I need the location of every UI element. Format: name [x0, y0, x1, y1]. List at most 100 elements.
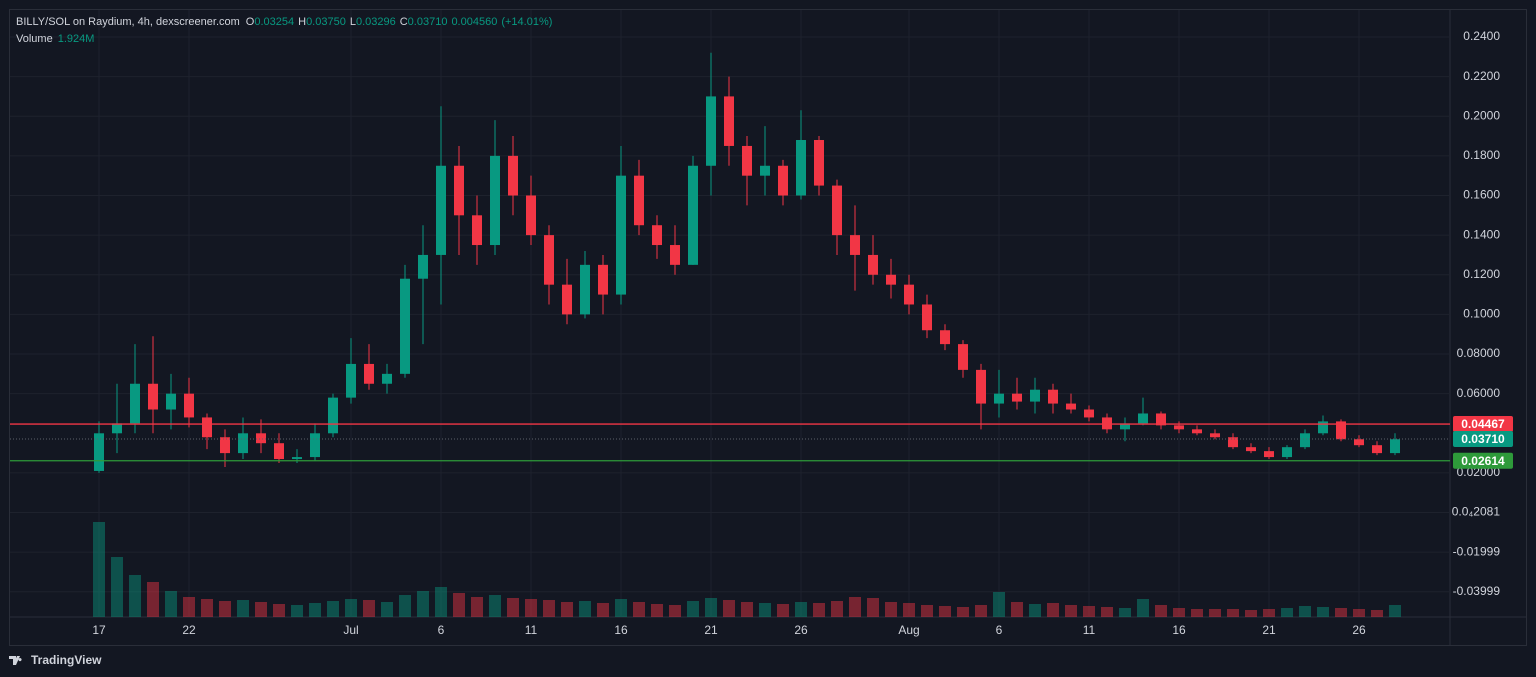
volume-bar: [435, 587, 447, 617]
volume-bar: [1065, 605, 1077, 617]
candle-body: [454, 165, 464, 216]
ohlc-label: C: [400, 16, 408, 28]
volume-bar: [723, 600, 735, 617]
volume-bar: [669, 605, 681, 617]
volume-bar: [993, 592, 1005, 617]
candle-body: [580, 264, 590, 315]
brand: TradingView: [31, 653, 102, 667]
candle-body: [1066, 403, 1076, 410]
volume-bar: [687, 601, 699, 617]
y-tick-label: -0.03999: [1453, 584, 1501, 598]
candle-body: [634, 175, 644, 226]
candle-body: [292, 457, 302, 460]
volume-bar: [651, 604, 663, 617]
volume-bar: [507, 598, 519, 617]
volume-bar: [399, 595, 411, 617]
x-tick-label: 16: [614, 623, 628, 637]
candle-body: [94, 433, 104, 471]
candle-body: [958, 344, 968, 370]
candle-body: [274, 443, 284, 460]
candle-body: [724, 96, 734, 146]
volume-bar: [1173, 608, 1185, 617]
volume-bar: [705, 598, 717, 617]
ohlc-label: O: [246, 16, 255, 28]
candle-body: [238, 433, 248, 454]
ohlc-value: 0.03710: [408, 16, 448, 28]
y-tick-label: 0.1200: [1463, 267, 1500, 281]
candle-body: [1210, 433, 1220, 438]
volume-bar: [489, 595, 501, 617]
volume-bar: [633, 602, 645, 617]
candle-body: [850, 235, 860, 255]
candle-body: [706, 96, 716, 166]
ohlc-value: 0.03296: [356, 16, 396, 28]
volume-bar: [615, 599, 627, 617]
candle-body: [1048, 389, 1058, 404]
candle-body: [814, 140, 824, 186]
volume-bar: [579, 601, 591, 617]
y-tick-label: 0.2400: [1463, 29, 1500, 43]
volume-bar: [1335, 608, 1347, 617]
candle-body: [256, 433, 266, 444]
candle-body: [1300, 433, 1310, 448]
y-tick-label: 0.06000: [1457, 386, 1501, 400]
volume-bar: [255, 602, 267, 617]
volume-bar: [201, 599, 213, 617]
volume-bar: [921, 605, 933, 617]
volume-bar: [1083, 606, 1095, 617]
candle-body: [976, 369, 986, 404]
marks: [10, 52, 1450, 617]
candle-body: [418, 254, 428, 279]
volume-bar: [957, 607, 969, 617]
candle-body: [1138, 413, 1148, 424]
y-tick-label: -0.01999: [1453, 544, 1501, 558]
volume-bar: [291, 605, 303, 617]
candle-body: [1102, 417, 1112, 430]
volume-bar: [1047, 603, 1059, 617]
volume-bar: [1137, 599, 1149, 617]
candle-body: [1282, 447, 1292, 458]
candle-body: [742, 145, 752, 176]
volume-bar: [795, 602, 807, 617]
candle-body: [400, 278, 410, 374]
candle-body: [202, 417, 212, 438]
candle-body: [184, 393, 194, 418]
volume-bar: [525, 599, 537, 617]
y-tick-label: 0.08000: [1457, 346, 1501, 360]
volume-bar: [471, 597, 483, 617]
candle-body: [310, 433, 320, 458]
x-tick-label: 11: [525, 623, 538, 637]
candle-body: [1228, 437, 1238, 448]
candle-body: [382, 373, 392, 384]
y-tick-label: 0.2200: [1463, 69, 1500, 83]
volume-bar: [129, 575, 141, 617]
volume-bar: [1317, 607, 1329, 617]
candle-body: [436, 165, 446, 255]
candle-body: [1318, 421, 1328, 434]
y-tick-label: 0.2000: [1463, 108, 1500, 122]
y-tick-label: 0.0₄2081: [1452, 505, 1501, 519]
volume-label: Volume: [16, 33, 53, 45]
x-tick-label: Jul: [343, 623, 358, 637]
volume-bar: [1263, 609, 1275, 617]
candle-body: [1246, 447, 1256, 452]
volume-bar: [111, 557, 123, 617]
volume-bar: [1227, 609, 1239, 617]
candle-body: [886, 274, 896, 285]
candle-body: [922, 304, 932, 331]
volume-bar: [561, 602, 573, 617]
candle-body: [1390, 439, 1400, 454]
volume-bar: [309, 603, 321, 617]
x-tick-label: 6: [996, 623, 1003, 637]
candle-body: [508, 155, 518, 196]
volume-bar: [1191, 609, 1203, 617]
candle-body: [1084, 409, 1094, 418]
candle-body: [472, 215, 482, 246]
x-tick-label: 26: [794, 623, 808, 637]
y-tick-label: 0.1800: [1463, 148, 1500, 162]
price-label-box: [1453, 431, 1513, 448]
price-label: 0.03710: [1461, 432, 1505, 446]
candle-body: [1120, 423, 1130, 430]
candle-body: [868, 254, 878, 275]
